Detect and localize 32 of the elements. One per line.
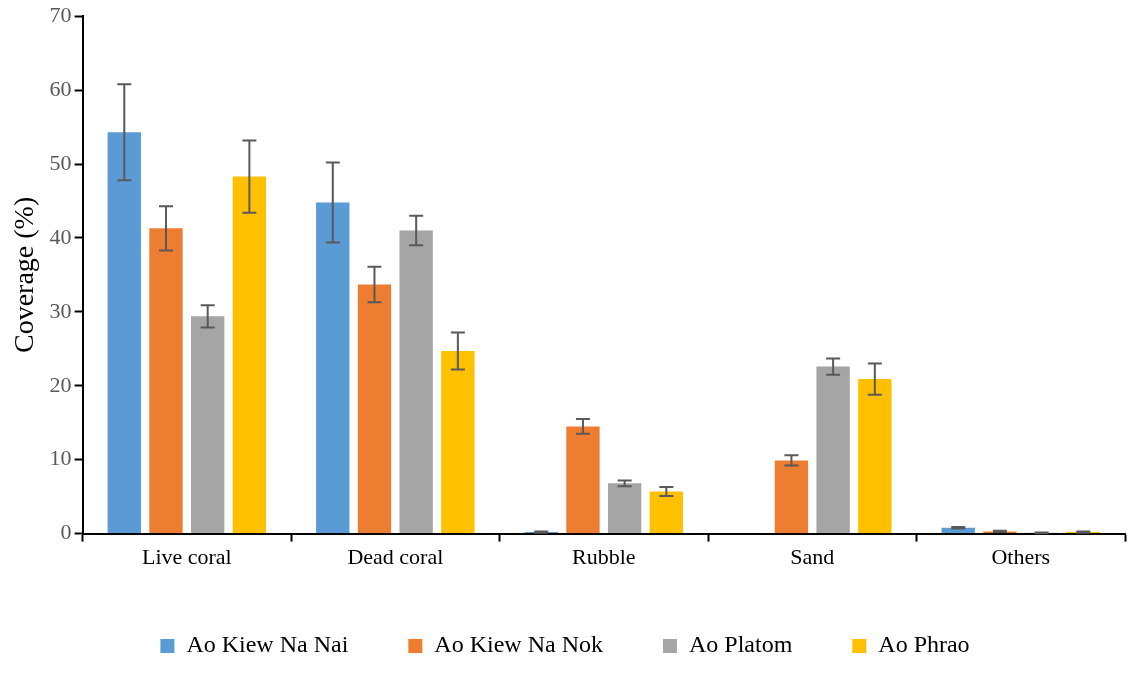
bar [566,426,600,534]
legend-label: Ao Kiew Na Nok [434,631,603,658]
bar [441,351,475,534]
x-tick-label: Rubble [572,543,636,569]
bar [149,228,183,534]
bar [232,176,267,534]
bar [107,132,141,534]
y-tick-label: 60 [49,75,72,101]
y-tick-label: 10 [49,445,72,471]
bar [607,483,642,534]
y-tick-label: 30 [49,297,72,323]
legend-label: Ao Platom [688,631,793,658]
bar [649,491,684,534]
bar [774,460,809,534]
x-tick-label: Others [991,543,1051,569]
bar [399,230,433,534]
y-tick-label: 0 [60,519,72,545]
y-tick-label: 40 [49,223,72,249]
y-tick-label: 70 [49,1,72,27]
y-tick-label: 50 [49,149,72,175]
y-tick-label: 20 [49,371,72,397]
bar [858,379,892,534]
bar [191,316,225,534]
x-tick-label: Live coral [141,543,232,569]
legend-label: Ao Phrao [878,631,970,658]
legend-label: Ao Kiew Na Nai [186,631,349,658]
bar [816,366,850,534]
x-tick-label: Sand [790,543,835,569]
bar [316,202,350,534]
bar [357,284,392,534]
y-axis-title: Coverage (%) [8,196,40,354]
x-tick-label: Dead coral [347,543,444,569]
